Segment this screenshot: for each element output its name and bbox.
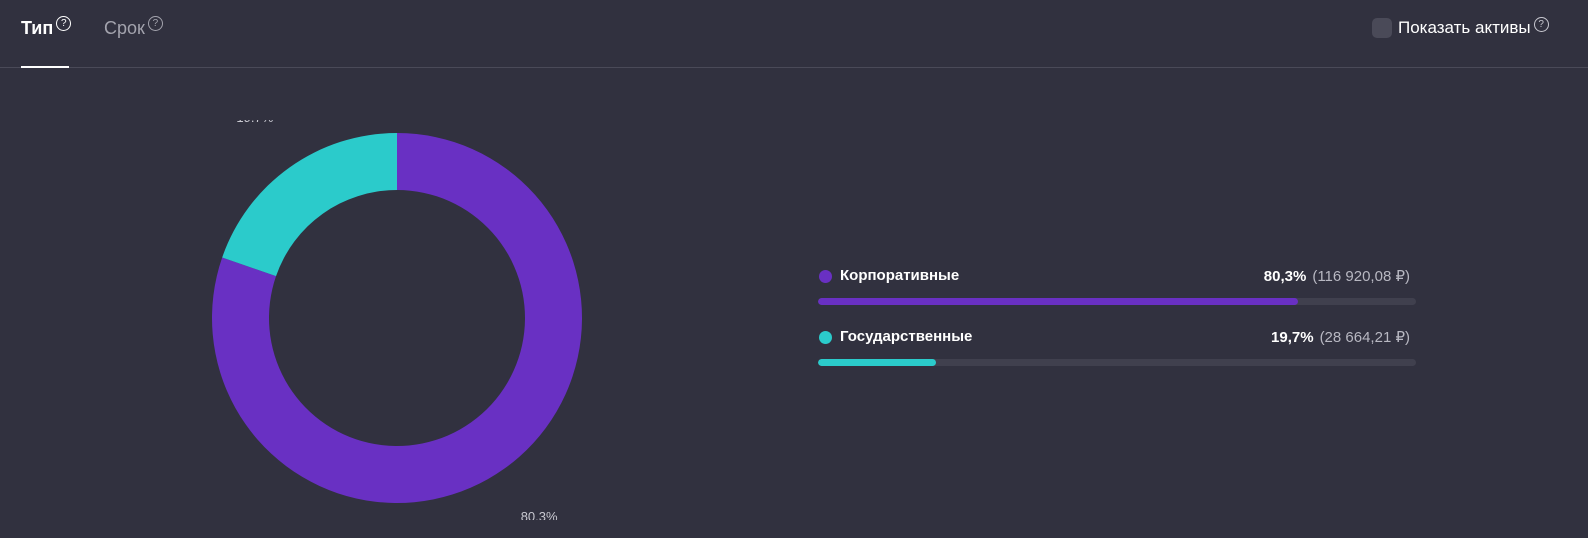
progress-bar-fill: [818, 359, 936, 366]
progress-bar-track: [818, 298, 1416, 305]
legend-name: Корпоративные: [840, 267, 960, 284]
legend-value: 19,7% (28 664,21 ₽): [1271, 328, 1410, 346]
legend-amount: (28 664,21 ₽): [1319, 329, 1410, 346]
show-assets-checkbox[interactable]: [1372, 18, 1392, 38]
legend-color-dot: [819, 331, 832, 344]
help-icon[interactable]: ?: [1533, 16, 1549, 32]
legend-item-government[interactable]: Государственные 19,7% (28 664,21 ₽): [818, 327, 1416, 388]
progress-bar-fill: [818, 298, 1299, 305]
tab-bar: Тип? Срок? Показать активы ?: [0, 0, 1588, 68]
legend-amount: (116 920,08 ₽): [1312, 268, 1410, 285]
donut-chart-svg: 80.3% 19.7%: [211, 110, 582, 524]
active-tab-indicator: [21, 66, 69, 68]
legend-color-dot: [819, 270, 832, 283]
tab-type-label: Тип: [21, 18, 54, 38]
chart-legend: Корпоративные 80,3% (116 920,08 ₽) Госуда…: [818, 266, 1416, 388]
donut-slice-label: 19.7%: [236, 120, 273, 125]
donut-slice[interactable]: [211, 133, 582, 504]
progress-bar-track: [818, 359, 1416, 366]
donut-slice[interactable]: [222, 133, 397, 277]
donut-chart: 80.3% 19.7%: [200, 110, 600, 524]
tab-term[interactable]: Срок?: [104, 16, 163, 39]
legend-percent: 80,3%: [1263, 268, 1307, 285]
donut-slice-label: 80.3%: [521, 509, 558, 520]
tab-type[interactable]: Тип?: [21, 16, 72, 39]
legend-value: 80,3% (116 920,08 ₽): [1264, 267, 1410, 285]
show-assets-toggle[interactable]: Показать активы ?: [1372, 16, 1549, 38]
help-icon[interactable]: ?: [56, 16, 72, 31]
tab-term-label: Срок: [104, 18, 145, 38]
legend-item-corporate[interactable]: Корпоративные 80,3% (116 920,08 ₽): [818, 266, 1416, 327]
legend-percent: 19,7%: [1271, 329, 1314, 346]
show-assets-label: Показать активы: [1398, 18, 1531, 37]
help-icon[interactable]: ?: [147, 16, 163, 31]
legend-name: Государственные: [840, 328, 973, 345]
